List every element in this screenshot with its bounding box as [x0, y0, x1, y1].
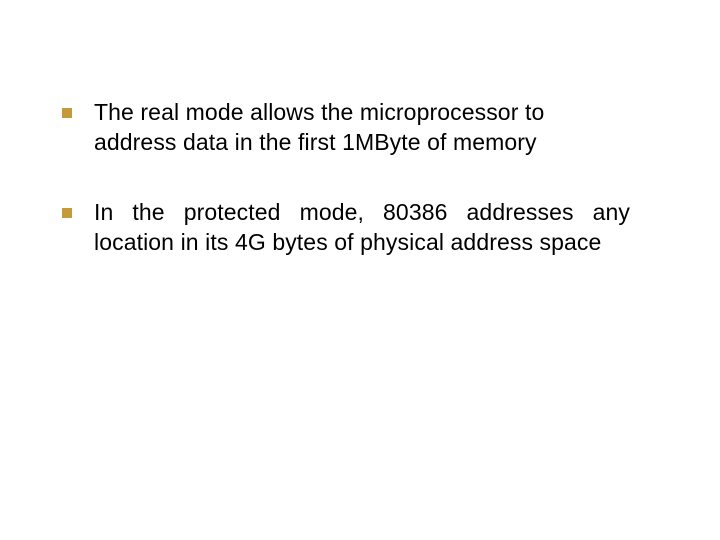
bullet-item-2: In the protected mode, 80386 addresses a… — [62, 198, 630, 258]
bullet-text: In the protected mode, 80386 addresses a… — [94, 198, 630, 258]
bullet-marker-icon — [62, 108, 72, 118]
bullet-marker-icon — [62, 208, 72, 218]
bullet-item-1: The real mode allows the microprocessor … — [62, 98, 630, 158]
bullet-text: The real mode allows the microprocessor … — [94, 98, 630, 158]
